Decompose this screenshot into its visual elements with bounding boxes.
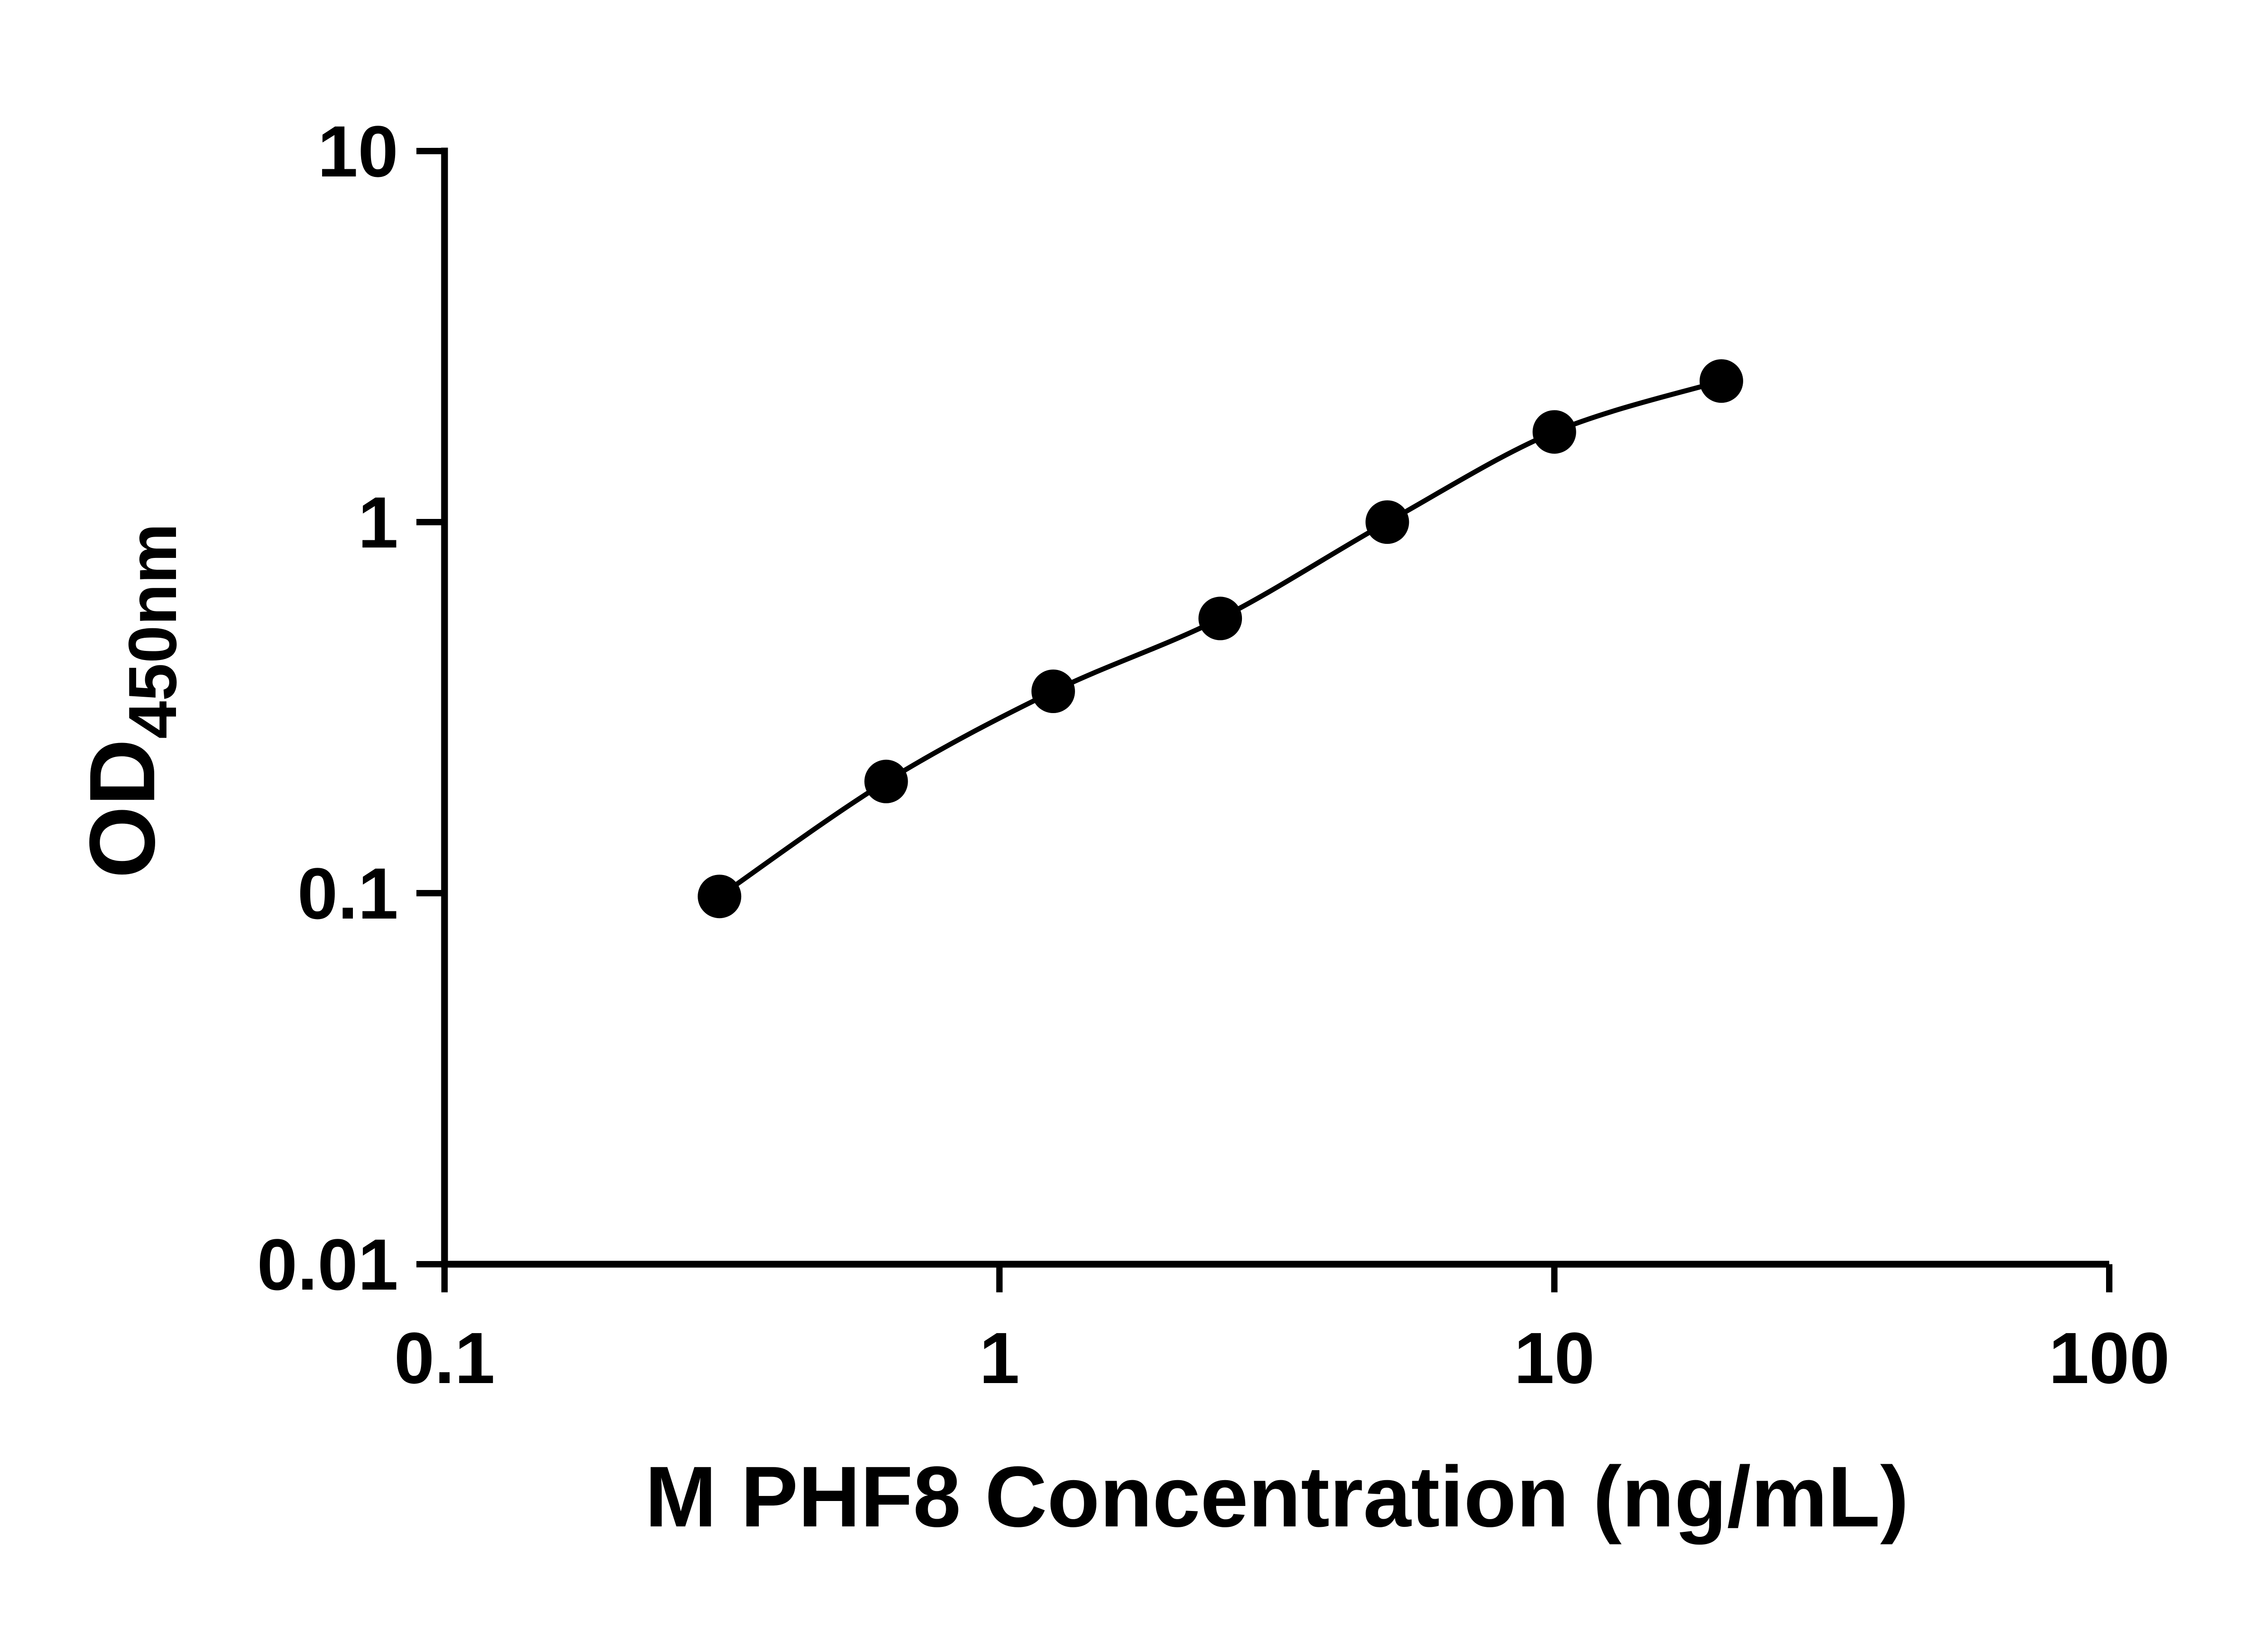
- data-points: [698, 359, 1743, 919]
- axes: [441, 147, 2109, 1268]
- y-tick-label: 0.1: [298, 853, 398, 934]
- x-axis-title: M PHF8 Concentration (ng/mL): [645, 1449, 1909, 1545]
- axis-frame: [441, 147, 2109, 1268]
- axis-tick-labels: 0.1 1 10 100 10 1 0.1 0.01: [257, 111, 2170, 1398]
- data-point: [1699, 359, 1743, 403]
- x-tick-label: 0.1: [394, 1317, 495, 1398]
- data-point: [698, 875, 742, 919]
- y-axis-title-main: OD: [70, 739, 174, 879]
- y-tick-label: 0.01: [257, 1224, 398, 1305]
- y-axis-title-sub: 450nm: [114, 523, 191, 739]
- axis-ticks: [416, 148, 2112, 1292]
- data-point: [1198, 596, 1242, 640]
- data-point: [1031, 670, 1075, 713]
- y-axis-title: OD450nm: [70, 523, 191, 879]
- data-point: [1365, 500, 1409, 544]
- data-point: [1532, 410, 1576, 454]
- x-tick-label: 10: [1514, 1317, 1595, 1398]
- x-tick-label: 1: [979, 1317, 1020, 1398]
- y-tick-label: 10: [318, 111, 398, 192]
- data-point: [864, 759, 908, 803]
- y-tick-label: 1: [358, 482, 398, 563]
- x-tick-label: 100: [2049, 1317, 2170, 1398]
